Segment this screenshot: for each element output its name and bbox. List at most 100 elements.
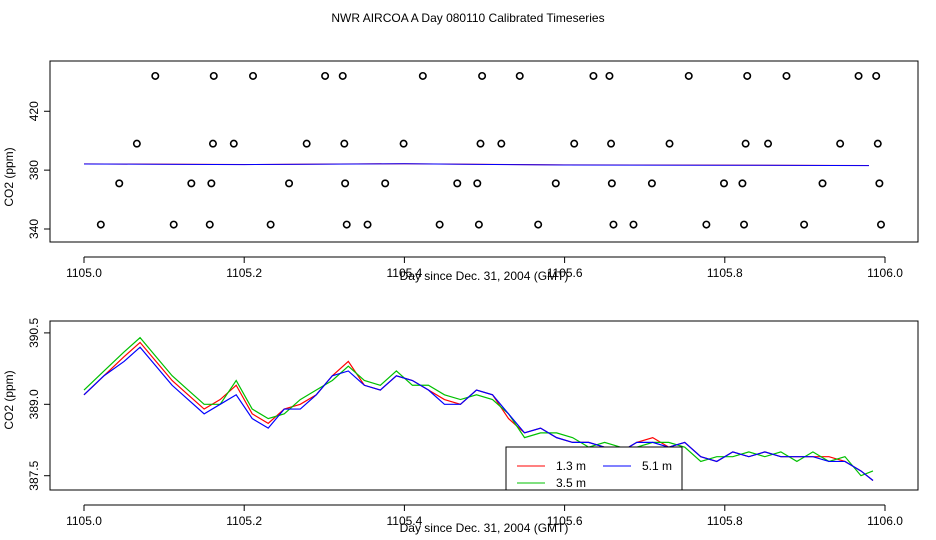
bottom-x-tick-label: 1105.0 <box>66 514 102 528</box>
top-y-axis: 340 380 420 <box>27 101 51 239</box>
figure-title: NWR AIRCOA A Day 080110 Calibrated Times… <box>331 11 604 25</box>
top-data-marker <box>647 179 656 188</box>
legend-label-1-3m: 1.3 m <box>556 459 586 473</box>
top-data-marker <box>363 220 372 229</box>
top-data-marker <box>229 139 238 148</box>
top-data-marker <box>341 179 350 188</box>
bottom-series-line-3-5m <box>83 336 874 477</box>
bottom-y-tick-label: 390.5 <box>27 318 41 348</box>
top-data-marker <box>435 220 444 229</box>
top-data-marker <box>764 139 773 148</box>
top-x-axis: 1105.0 1105.2 1105.4 1105.6 1105.8 1106.0 <box>66 256 903 280</box>
top-data-marker <box>609 220 618 229</box>
top-line-layer <box>83 163 869 167</box>
top-data-marker <box>836 139 845 148</box>
top-data-marker <box>607 179 616 188</box>
top-data-marker <box>338 71 347 80</box>
top-data-marker <box>418 71 427 80</box>
top-data-marker <box>187 179 196 188</box>
top-data-marker <box>96 220 105 229</box>
top-data-marker <box>399 139 408 148</box>
top-data-marker <box>473 179 482 188</box>
top-data-marker <box>497 139 506 148</box>
top-data-marker <box>207 179 216 188</box>
top-data-marker <box>474 220 483 229</box>
top-data-marker <box>741 139 750 148</box>
top-x-tick-label: 1105.4 <box>386 266 422 280</box>
bottom-x-axis-label: Day since Dec. 31, 2004 (GMT) <box>400 521 569 535</box>
top-data-marker <box>873 139 882 148</box>
top-data-marker <box>782 71 791 80</box>
top-data-marker <box>551 179 560 188</box>
top-x-tick-label: 1105.2 <box>226 266 262 280</box>
bottom-x-tick-label: 1105.6 <box>547 514 583 528</box>
top-data-marker <box>151 71 160 80</box>
top-data-marker <box>169 220 178 229</box>
top-y-tick-label: 340 <box>27 219 41 239</box>
top-data-marker <box>872 71 881 80</box>
top-data-marker <box>854 71 863 80</box>
top-series-line-1 <box>83 163 869 167</box>
top-data-marker <box>570 139 579 148</box>
legend-label-3-5m: 3.5 m <box>556 476 586 490</box>
bottom-y-tick-label: 389.0 <box>27 389 41 419</box>
top-data-marker <box>381 179 390 188</box>
top-data-marker <box>605 71 614 80</box>
top-data-marker <box>208 139 217 148</box>
bottom-x-tick-label: 1106.0 <box>867 514 903 528</box>
top-data-marker <box>738 179 747 188</box>
top-panel: 1105.0 1105.2 1105.4 1105.6 1105.8 1106.0 340… <box>2 60 919 283</box>
top-data-marker <box>607 139 616 148</box>
top-data-marker <box>818 179 827 188</box>
top-data-marker <box>478 71 487 80</box>
legend-label-5-1m: 5.1 m <box>642 459 672 473</box>
top-data-marker <box>876 220 885 229</box>
bottom-x-tick-label: 1105.2 <box>226 514 262 528</box>
top-data-marker <box>342 220 351 229</box>
top-data-marker <box>629 220 638 229</box>
top-data-marker <box>743 71 752 80</box>
top-data-marker <box>340 139 349 148</box>
top-y-tick-label: 420 <box>27 101 41 121</box>
top-x-tick-label: 1105.6 <box>547 266 583 280</box>
bottom-panel: 1105.0 1105.2 1105.4 1105.6 1105.8 1106.0 387… <box>2 318 919 535</box>
bottom-x-axis: 1105.0 1105.2 1105.4 1105.6 1105.8 1106.0 <box>66 504 903 528</box>
top-data-marker <box>285 179 294 188</box>
top-data-marker <box>534 220 543 229</box>
bottom-y-tick-label: 387.5 <box>27 460 41 490</box>
bottom-series-line-5-1m <box>83 346 874 481</box>
top-data-marker <box>800 220 809 229</box>
bottom-x-tick-label: 1105.4 <box>386 514 422 528</box>
top-data-marker <box>321 71 330 80</box>
top-data-marker <box>719 179 728 188</box>
top-x-axis-label: Day since Dec. 31, 2004 (GMT) <box>400 269 569 283</box>
top-data-marker <box>266 220 275 229</box>
top-x-tick-label: 1106.0 <box>867 266 903 280</box>
top-data-marker <box>684 71 693 80</box>
top-y-tick-label: 380 <box>27 160 41 180</box>
top-data-marker <box>453 179 462 188</box>
top-x-tick-label: 1105.0 <box>66 266 102 280</box>
top-data-marker <box>476 139 485 148</box>
top-data-marker <box>589 71 598 80</box>
bottom-y-axis-label: CO2 (ppm) <box>2 370 16 429</box>
top-data-marker <box>665 139 674 148</box>
top-x-tick-label: 1105.8 <box>707 266 743 280</box>
top-data-marker <box>740 220 749 229</box>
top-data-marker <box>249 71 258 80</box>
top-data-marker <box>875 179 884 188</box>
top-data-marker <box>515 71 524 80</box>
top-data-marker <box>132 139 141 148</box>
top-data-marker <box>209 71 218 80</box>
top-data-marker <box>115 179 124 188</box>
bottom-y-axis: 387.5 389.0 390.5 <box>27 318 51 491</box>
top-plot-frame <box>49 60 919 243</box>
top-y-axis-label: CO2 (ppm) <box>2 147 16 206</box>
legend: 1.3 m 3.5 m 5.1 m <box>505 446 683 491</box>
bottom-plot-frame <box>49 320 919 491</box>
top-data-marker <box>205 220 214 229</box>
bottom-x-tick-label: 1105.8 <box>707 514 743 528</box>
bottom-line-layer <box>83 336 874 481</box>
top-data-marker <box>702 220 711 229</box>
